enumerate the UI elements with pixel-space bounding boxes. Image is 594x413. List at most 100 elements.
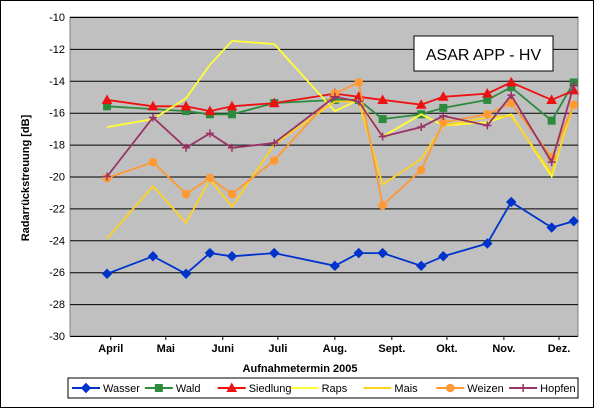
data-point-hopfen [205,129,214,138]
data-point-siedlung [546,94,558,104]
data-point-wasser [568,215,579,227]
data-point-wasser [482,238,493,249]
data-point-wasser [269,247,280,259]
data-point-siedlung [226,100,238,111]
data-point-weizen [378,200,387,210]
legend-frame [67,377,579,399]
series-layer [101,39,580,280]
x-axis-label: Aufnahmetermin 2005 [243,363,358,375]
data-point-hopfen [227,143,236,152]
legend-label-raps: Raps [322,383,348,395]
data-point-wasser [546,222,557,233]
data-point-hopfen [148,113,157,122]
y-tick-label: -18 [49,140,65,152]
legend-item-mais: Mais [363,383,418,395]
data-point-weizen [181,189,191,199]
x-tick-label: Okt. [436,343,457,355]
legend-marker-wald [154,384,163,392]
data-point-hopfen [417,123,426,132]
x-tick-label: Dez. [548,343,571,355]
x-tick-label: Aug. [323,343,347,355]
data-point-weizen [416,165,426,175]
legend-label-weizen: Weizen [467,383,503,395]
data-point-wasser [506,196,517,208]
data-point-wasser [416,260,427,272]
legend-marker-siedlung [226,382,238,392]
data-point-wasser [180,268,192,280]
data-point-hopfen [270,139,279,148]
legend-item-siedlung: Siedlung [217,382,292,395]
legend: Wasser Wald Siedlung Raps Mais Weizen Hopfen [67,377,579,399]
chart-title-frame [413,35,554,72]
x-tick-labels: April Mai Juni Juli Aug. Sept. Okt. Nov. Dez. [98,336,570,355]
data-point-wasser [101,268,113,280]
data-point-hopfen [103,172,112,181]
data-point-hopfen [569,81,578,90]
legend-label-hopfen: Hopfen [540,383,575,395]
legend-marker-weizen [445,383,455,393]
data-point-siedlung [268,97,280,108]
x-tick-label: Mai [157,343,175,355]
data-point-weizen [148,157,158,167]
x-tick-label: Juli [268,343,287,355]
data-point-weizen [227,189,237,199]
data-point-weizen [354,78,364,87]
data-point-wasser [329,260,341,272]
data-point-siedlung [377,94,388,104]
x-tick-label: Nov. [492,343,515,355]
data-point-wald [227,110,236,119]
data-point-siedlung [180,100,192,111]
data-point-hopfen [378,132,387,141]
data-point-wald [547,116,556,125]
data-point-wasser [377,247,388,259]
data-point-siedlung [481,88,493,98]
legend-marker-wasser [80,382,92,394]
y-axis-label: Radarrückstreuung [dB] [20,114,32,241]
data-point-siedlung [204,105,216,116]
legend-label-mais: Mais [394,383,418,395]
legend-item-raps: Raps [290,383,348,395]
data-point-wasser [147,251,159,262]
x-tick-label: Sept. [378,343,405,355]
legend-item-wald: Wald [144,383,201,395]
y-tick-label: -22 [49,203,65,215]
chart-title-box: ASAR APP - HV [413,35,554,72]
data-point-hopfen [330,92,339,101]
y-tick-label: -28 [49,299,65,311]
data-point-wald [439,103,448,112]
series-wasser [101,196,579,280]
y-tick-label: -16 [49,108,65,120]
y-tick-labels: -10 -12 -14 -16 -18 -20 -22 -24 -26 -28 -30 [49,12,65,343]
data-point-siedlung [415,99,427,109]
legend-label-wald: Wald [176,383,201,395]
y-tick-label: -10 [49,12,65,24]
data-point-hopfen [354,97,363,106]
data-point-siedlung [437,91,449,101]
data-point-hopfen [182,143,191,152]
legend-item-wasser: Wasser [72,382,140,395]
data-point-wald [378,115,387,124]
chart-title: ASAR APP - HV [426,47,542,64]
data-point-weizen [569,100,578,110]
legend-label-siedlung: Siedlung [249,383,292,395]
y-tick-label: -24 [49,235,65,247]
data-point-wasser [353,247,364,259]
data-point-hopfen [547,158,556,167]
series-hopfen [103,81,578,181]
data-point-wasser [204,247,216,259]
data-point-weizen [269,156,279,165]
legend-label-wasser: Wasser [103,383,140,395]
x-tick-label: April [98,343,123,355]
y-tick-label: -30 [49,331,65,343]
data-point-hopfen [483,121,492,130]
legend-marker-hopfen [519,384,528,392]
data-point-siedlung [505,76,517,87]
data-point-hopfen [507,91,516,100]
data-point-wasser [438,251,449,262]
legend-item-weizen: Weizen [436,383,504,395]
y-tick-label: -20 [49,172,65,184]
x-tick-label: Juni [211,343,234,355]
y-tick-label: -26 [49,267,65,279]
